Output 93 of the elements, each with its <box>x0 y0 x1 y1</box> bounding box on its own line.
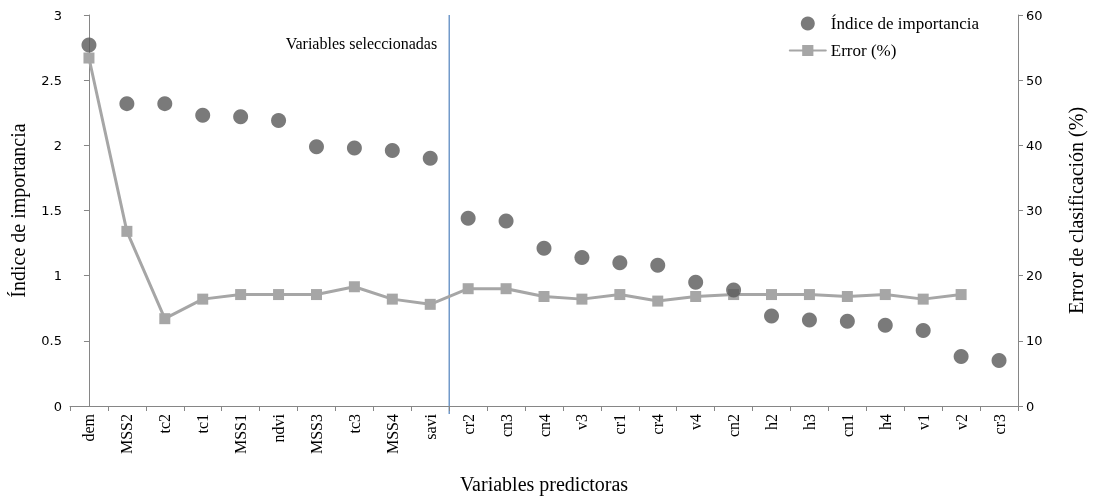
x-tick-label: v4 <box>687 414 705 430</box>
point <box>953 348 969 364</box>
x-tick-label: cn2 <box>725 414 743 438</box>
point <box>803 289 815 301</box>
point <box>197 293 209 305</box>
point <box>652 295 664 307</box>
point <box>81 37 97 53</box>
point <box>877 317 893 333</box>
y-tick-label: 1 <box>53 268 62 284</box>
point <box>348 281 360 293</box>
x-tick-label: cn1 <box>838 414 856 438</box>
point <box>764 308 780 324</box>
point <box>271 113 287 129</box>
point <box>574 249 590 265</box>
x-tick-label: MSS2 <box>118 414 136 455</box>
y2-tick-label: 10 <box>1026 333 1043 349</box>
x-tick-label: v1 <box>914 414 932 430</box>
point <box>500 283 512 295</box>
point <box>498 213 514 229</box>
point <box>273 289 285 301</box>
point <box>310 289 322 301</box>
y2-tick-label: 50 <box>1026 72 1043 88</box>
point <box>614 289 626 301</box>
x-tick-label: MSS3 <box>307 414 325 455</box>
x-tick-label: cr4 <box>649 414 667 435</box>
point <box>157 96 173 112</box>
point <box>386 293 398 305</box>
y-tick-label: 3 <box>53 7 62 23</box>
x-tick-label: ndvi <box>270 413 288 443</box>
legend-label: Error (%) <box>830 41 897 60</box>
y2-tick-label: 30 <box>1026 203 1043 218</box>
x-tick-label: v3 <box>573 414 591 430</box>
point <box>233 109 249 125</box>
ref-line-label: Variables seleccionadas <box>285 34 438 52</box>
x-tick-label: tc3 <box>345 414 363 434</box>
x-tick-label: cr1 <box>611 414 629 435</box>
point <box>841 291 853 303</box>
x-tick-label: cn4 <box>535 414 553 438</box>
y-tick-label: 1.5 <box>41 203 62 218</box>
point <box>839 313 855 329</box>
x-tick-label: v2 <box>952 414 970 430</box>
point <box>879 289 891 301</box>
legend-label: Índice de importancia <box>830 14 980 33</box>
x-axis-title: Variables predictoras <box>459 473 629 496</box>
y-tick-label: 2.5 <box>41 72 62 88</box>
point <box>915 322 931 338</box>
point <box>766 289 778 301</box>
point <box>460 210 476 226</box>
x-tick-label: dem <box>80 413 98 442</box>
point <box>346 140 362 156</box>
y2-axis-title: Error de clasificación (%) <box>1065 106 1088 315</box>
point <box>690 291 702 303</box>
point <box>688 274 704 290</box>
y2-tick-label: 60 <box>1026 7 1043 23</box>
point <box>195 107 211 123</box>
point <box>235 289 247 301</box>
y-tick-label: 0.5 <box>41 333 62 349</box>
point <box>424 298 436 310</box>
x-tick-label: h2 <box>763 414 781 430</box>
x-tick-label: h3 <box>800 414 818 430</box>
x-tick-label: tc2 <box>156 414 174 434</box>
point <box>536 240 552 256</box>
point <box>801 312 817 328</box>
y-tick-label: 2 <box>53 137 62 153</box>
point <box>955 289 967 301</box>
point <box>576 293 588 305</box>
x-tick-label: h4 <box>876 414 894 430</box>
point <box>991 352 1007 368</box>
point <box>159 313 171 325</box>
point <box>917 293 929 305</box>
x-tick-label: cr3 <box>990 414 1008 435</box>
x-tick-label: MSS4 <box>383 414 401 455</box>
point <box>309 139 324 155</box>
point <box>119 96 135 112</box>
point <box>612 255 628 271</box>
y2-tick-label: 0 <box>1026 398 1035 414</box>
point <box>384 143 400 159</box>
x-tick-label: savi <box>421 413 439 440</box>
y-tick-label: 0 <box>53 398 62 414</box>
point <box>121 225 133 237</box>
y-axis-title: Índice de importancia <box>7 123 30 298</box>
point <box>422 150 438 166</box>
point <box>462 283 474 295</box>
y2-tick-label: 40 <box>1026 137 1043 153</box>
point <box>650 257 666 273</box>
y2-tick-label: 20 <box>1026 268 1043 284</box>
point <box>726 282 742 298</box>
point <box>538 291 550 303</box>
x-tick-label: cn3 <box>497 414 515 438</box>
x-tick-label: cr2 <box>459 414 477 435</box>
x-tick-label: MSS1 <box>232 414 250 455</box>
point <box>83 52 95 64</box>
x-tick-label: tc1 <box>194 414 212 434</box>
